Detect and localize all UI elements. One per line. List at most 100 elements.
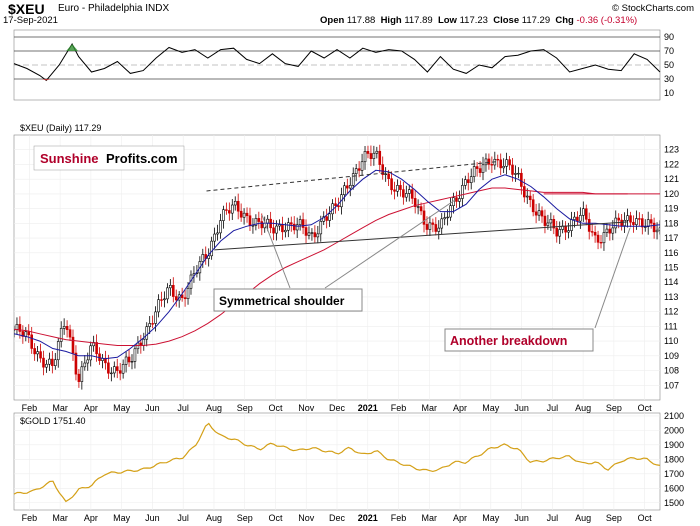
candle-body	[487, 158, 491, 165]
gold-tick-label: 1700	[664, 469, 684, 479]
chg-value: -0.36 (-0.31%)	[576, 15, 638, 26]
price-xtick-label: Jun	[514, 403, 529, 413]
watermark-sunshine: Sunshine	[40, 151, 99, 166]
candle-body	[543, 215, 547, 226]
gold-tick-label: 1600	[664, 483, 684, 493]
gold-line	[13, 422, 661, 503]
gold-xtick-label: Jun	[514, 513, 529, 523]
candle-body	[655, 229, 659, 233]
candle-body	[233, 200, 237, 206]
candle-body	[652, 222, 656, 233]
candle-body	[520, 172, 523, 187]
candle-body	[649, 219, 653, 224]
rsi-tick-label: 10	[664, 88, 674, 98]
rsi-panel: 10 30 50 70 90	[13, 32, 674, 98]
candle-body	[611, 227, 615, 234]
candle-body	[434, 224, 438, 232]
candle-body	[523, 186, 526, 198]
candle-body	[478, 168, 482, 173]
gold-xtick-label: Sep	[237, 513, 253, 523]
candle-body	[201, 254, 205, 262]
candle-body	[301, 219, 305, 228]
gold-xtick-label: 2021	[358, 513, 378, 523]
gold-tick-label: 2100	[664, 411, 684, 421]
price-xtick-label: May	[482, 403, 500, 413]
candle-body	[287, 222, 290, 231]
candle-body	[30, 334, 33, 349]
price-xtick-label: Feb	[391, 403, 407, 413]
candle-body	[210, 240, 213, 257]
candle-body	[319, 221, 323, 235]
candle-body	[641, 218, 644, 228]
price-tick-label: 116	[664, 248, 678, 258]
gold-tick-label: 2000	[664, 425, 684, 435]
candle-body	[354, 168, 358, 174]
candle-body	[295, 224, 299, 231]
candle-body	[266, 218, 269, 224]
candle-body	[27, 331, 31, 336]
candle-body	[151, 323, 154, 325]
low-label: Low	[437, 15, 457, 26]
rsi-overbought-fill	[66, 44, 79, 51]
candle-body	[242, 212, 246, 218]
candle-body	[378, 150, 382, 165]
candle-body	[289, 222, 293, 225]
candle-body	[166, 287, 169, 300]
price-tick-label: 120	[664, 189, 679, 199]
candle-body	[605, 228, 609, 233]
candle-body	[260, 221, 264, 229]
candle-body	[531, 199, 535, 213]
price-xtick-label: Sep	[606, 403, 622, 413]
candle-body	[351, 173, 355, 186]
candle-body	[455, 197, 458, 202]
candle-body	[316, 233, 320, 238]
candle-body	[357, 168, 361, 171]
candle-body	[48, 358, 51, 365]
watermark-profits: Profits.com	[106, 151, 178, 166]
gold-xtick-label: Sep	[606, 513, 622, 523]
candle-body	[95, 342, 98, 355]
candle-body	[413, 198, 417, 207]
candle-body	[576, 216, 579, 222]
price-xtick-label: Aug	[206, 403, 222, 413]
candle-body	[281, 224, 284, 233]
price-xtick-label: Mar	[52, 403, 68, 413]
candle-body	[74, 352, 78, 375]
candle-body	[207, 255, 210, 259]
candle-body	[343, 185, 346, 195]
gold-xtick-label: Aug	[575, 513, 591, 523]
gold-xtick-label: Oct	[638, 513, 653, 523]
price-xtick-label: Jul	[177, 403, 189, 413]
candle-body	[53, 359, 57, 366]
candle-body	[419, 206, 423, 212]
price-tick-label: 110	[664, 336, 678, 346]
candle-body	[464, 179, 467, 186]
gold-xtick-label: Apr	[84, 513, 98, 523]
ma50-line	[14, 169, 660, 360]
candle-body	[310, 232, 314, 234]
candle-body	[222, 209, 225, 221]
rsi-tick-label: 50	[664, 60, 674, 70]
price-tick-label: 115	[664, 263, 678, 273]
candle-body	[348, 184, 352, 189]
candle-body	[51, 358, 54, 366]
price-xtick-label: May	[113, 403, 131, 413]
candle-body	[15, 324, 19, 330]
gold-tick-label: 1900	[664, 440, 684, 450]
candle-body	[275, 225, 278, 234]
candle-body	[534, 211, 538, 216]
price-xtick-label: Oct	[638, 403, 653, 413]
price-xtick-label: Apr	[84, 403, 98, 413]
candle-body	[490, 164, 494, 166]
price-panel-title: $XEU (Daily) 117.29	[20, 123, 101, 133]
chart-header: $XEU Euro - Philadelphia INDX 17-Sep-202…	[0, 0, 700, 28]
candle-body	[68, 329, 72, 338]
candle-body	[546, 222, 550, 226]
candle-body	[638, 218, 641, 220]
candle-body	[245, 212, 249, 217]
price-tick-label: 121	[664, 174, 679, 184]
candle-body	[163, 298, 166, 301]
candle-body	[278, 224, 281, 227]
price-tick-label: 113	[664, 292, 678, 302]
candle-body	[540, 210, 544, 217]
